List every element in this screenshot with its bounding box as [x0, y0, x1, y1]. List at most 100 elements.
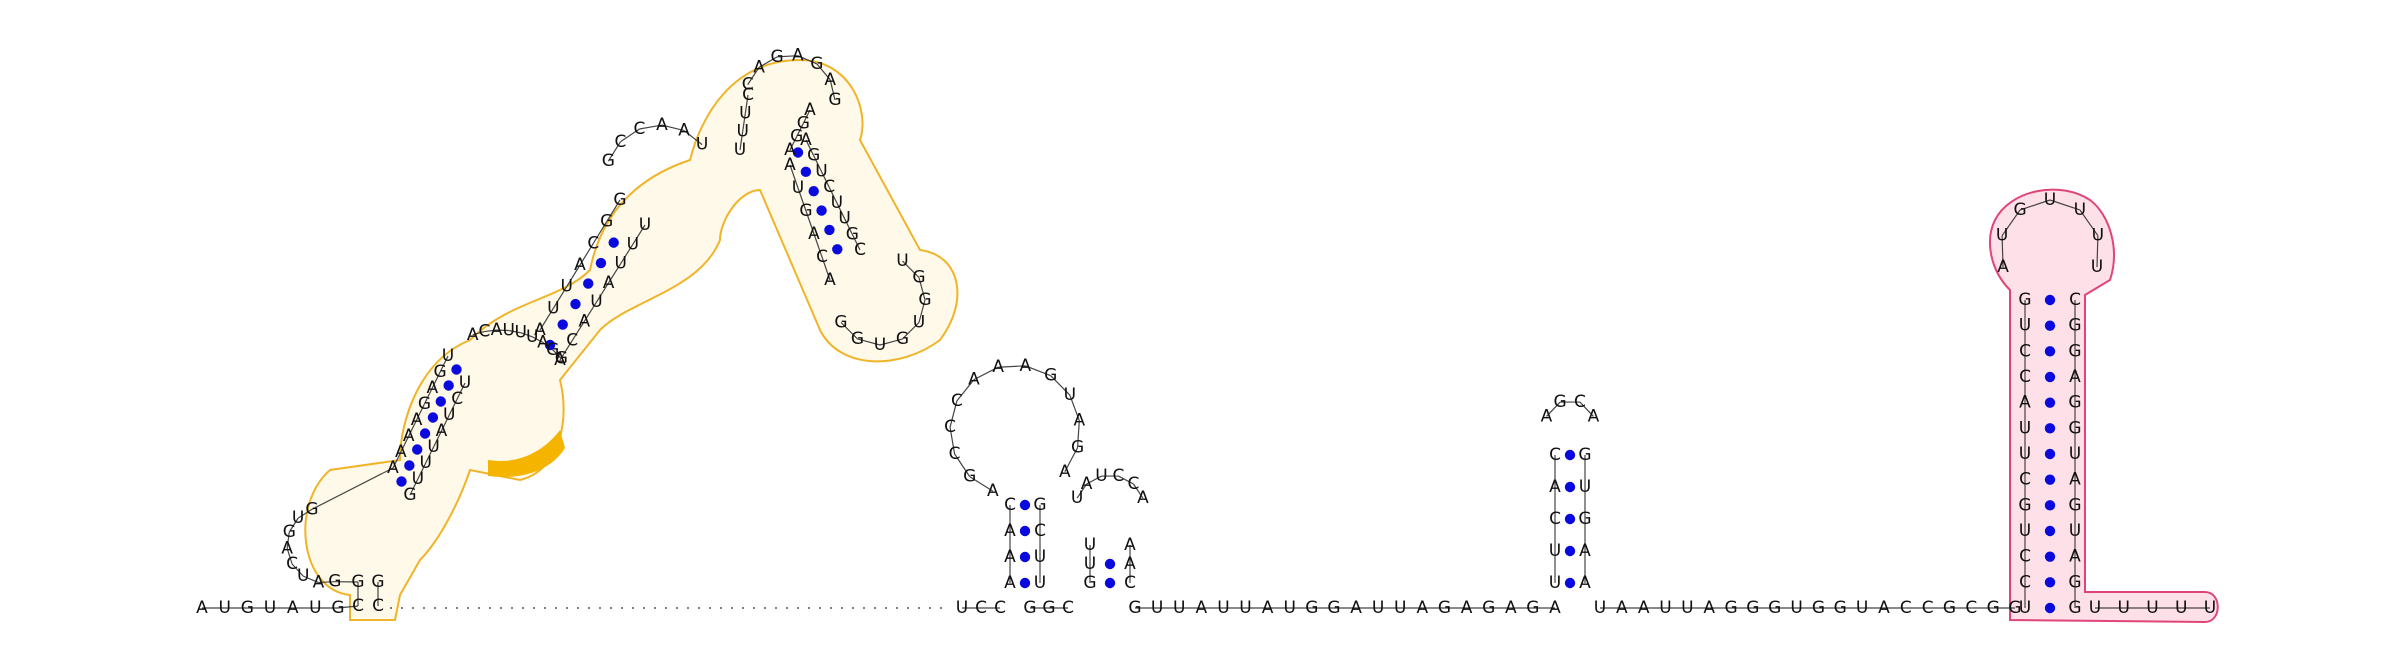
- backbone-segment: [440, 414, 450, 432]
- nucleotide-C: C: [2019, 547, 2031, 567]
- nucleotide-U: U: [292, 508, 304, 528]
- nucleotide-G: G: [963, 467, 976, 487]
- base-pair-dot: [443, 380, 454, 391]
- backbone-segment: [661, 124, 685, 132]
- nucleotide-C: C: [816, 247, 828, 267]
- backbone-segment: [2001, 235, 2004, 268]
- nucleotide-G: G: [2068, 418, 2081, 438]
- nucleotide-C: C: [975, 598, 987, 618]
- nucleotide-U: U: [2019, 598, 2031, 618]
- nucleotide-C: C: [352, 596, 364, 616]
- nucleotide-C: C: [478, 322, 490, 342]
- nucleotide-C: C: [451, 389, 463, 409]
- nucleotide-C: C: [1127, 474, 1139, 494]
- nucleotide-U: U: [627, 234, 639, 254]
- nucleotide-U: U: [1217, 598, 1229, 618]
- nucleotide-A: A: [1549, 477, 1561, 497]
- backbone-segment: [2079, 209, 2099, 237]
- nucleotide-A: A: [395, 442, 407, 462]
- base-pair-dot: [2044, 525, 2056, 537]
- nucleotide-G: G: [1943, 598, 1956, 618]
- nucleotide-U: U: [2044, 190, 2056, 210]
- nucleotide-U: U: [1034, 547, 1046, 567]
- backbone-segment: [456, 382, 466, 400]
- backbone-segment: [392, 451, 402, 469]
- backbone-segment: [844, 218, 853, 235]
- backbone-segment: [805, 210, 815, 235]
- nucleotide-U: U: [1549, 573, 1561, 593]
- nucleotide-C: C: [854, 240, 866, 260]
- base-pair-dot: [824, 224, 835, 236]
- backbone-segment: [813, 233, 823, 258]
- nucleotide-G: G: [1526, 598, 1539, 618]
- backbone-segment: [425, 446, 435, 464]
- base-pair-dot: [435, 396, 446, 407]
- backbone-segment: [439, 355, 449, 373]
- nucleotide-U: U: [1790, 598, 1802, 618]
- nucleotide-G: G: [613, 190, 626, 210]
- nucleotide-A: A: [1579, 573, 1591, 593]
- base-pair-dot: [792, 147, 804, 158]
- nucleotide-A: A: [800, 130, 812, 150]
- backbone-segment: [608, 263, 622, 284]
- nucleotide-C: C: [1574, 392, 1586, 412]
- backbone: [202, 55, 2210, 609]
- nucleotide-A: A: [784, 155, 796, 175]
- nucleotide-A: A: [987, 481, 999, 501]
- nucleotide-U: U: [736, 122, 748, 142]
- nucleotide-U: U: [443, 405, 455, 425]
- nucleotide-G: G: [351, 572, 364, 592]
- nucleotide-C: C: [2019, 470, 2031, 490]
- nucleotide-C: C: [949, 444, 961, 464]
- nucleotide-A: A: [467, 325, 479, 345]
- nucleotide-A: A: [403, 426, 415, 446]
- orange-domain-highlight: [488, 430, 565, 477]
- nucleotide-A: A: [1262, 598, 1274, 618]
- backbone-segment: [1132, 483, 1144, 499]
- backbone-segment: [552, 349, 562, 359]
- nucleotide-U: U: [1064, 385, 1076, 405]
- backbone-segment: [857, 338, 881, 346]
- nucleotide-A: A: [603, 273, 615, 293]
- base-pair-dot: [2044, 320, 2056, 331]
- nucleotide-G: G: [834, 313, 847, 333]
- nucleotide-U: U: [2069, 444, 2081, 464]
- base-pair-dot: [2044, 577, 2056, 588]
- backbone-segment: [956, 379, 975, 402]
- nucleotide-C: C: [1900, 598, 1912, 618]
- backbone-segment: [742, 113, 746, 132]
- nucleotide-G: G: [1033, 495, 1046, 515]
- base-pair-dot: [2044, 371, 2056, 383]
- base-pair-dot: [1019, 577, 1031, 589]
- backbone-segment: [797, 187, 807, 212]
- nucleotide-G: G: [418, 394, 431, 414]
- base-pair-dot: [808, 186, 819, 197]
- nucleotide-C: C: [2019, 572, 2031, 592]
- nucleotide-G: G: [546, 340, 559, 360]
- base-pair-dot: [557, 319, 568, 330]
- base-pair-dot: [800, 166, 812, 178]
- nucleotide-U: U: [831, 193, 843, 213]
- nucleotide-G: G: [2068, 598, 2081, 618]
- nucleotide-G: G: [918, 290, 931, 310]
- nucleotide-C: C: [994, 598, 1006, 618]
- nucleotide-G: G: [810, 54, 823, 74]
- backbone-segment: [789, 136, 798, 151]
- nucleotide-U: U: [218, 598, 230, 618]
- nucleotide-A: A: [554, 350, 566, 370]
- nucleotide-A: A: [1461, 598, 1473, 618]
- backbone-segment: [797, 55, 818, 65]
- nucleotide-A: A: [196, 598, 208, 618]
- nucleotide-G: G: [1482, 598, 1495, 618]
- nucleotide-A: A: [784, 140, 796, 160]
- nucleotide-G: G: [1128, 598, 1141, 618]
- nucleotide-U: U: [739, 103, 751, 123]
- nucleotide-U: U: [1071, 488, 1083, 508]
- base-pair-dot: [1104, 558, 1116, 570]
- nucleotide-U: U: [2019, 418, 2031, 438]
- nucleotide-A: A: [387, 458, 399, 478]
- base-pair-dot: [1564, 513, 1576, 525]
- nucleotide-C: C: [614, 132, 626, 152]
- nucleotide-A: A: [2069, 470, 2081, 490]
- nucleotide-G: G: [1746, 598, 1759, 618]
